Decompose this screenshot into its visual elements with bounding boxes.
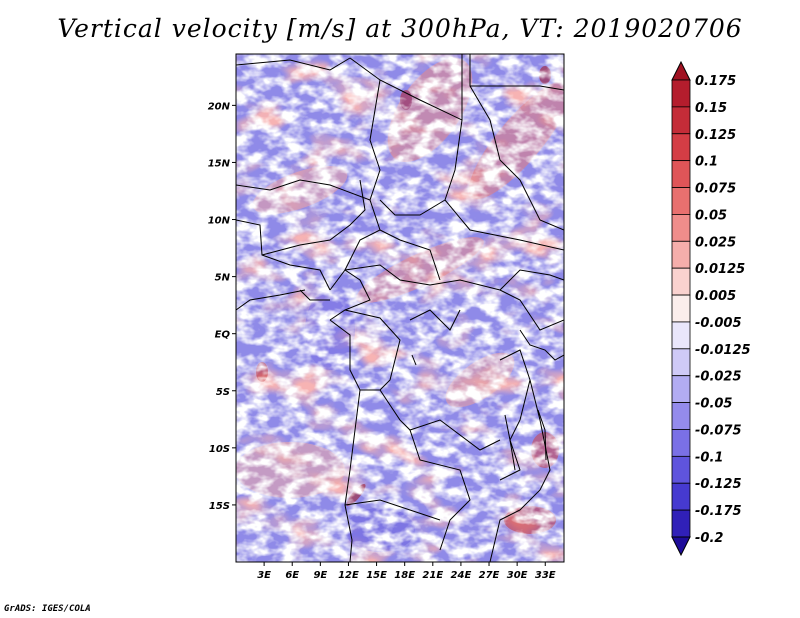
lon-tick-label: 27E xyxy=(479,570,500,581)
lat-tick-label: 15S xyxy=(209,501,230,512)
colorbar-level-label: 0.075 xyxy=(695,182,736,197)
colorbar-swatch xyxy=(671,375,691,403)
velocity-field xyxy=(236,54,564,562)
lon-tick-label: 3E xyxy=(257,570,271,581)
lon-tick-label: 18E xyxy=(394,570,415,581)
colorbar-level-label: 0.0125 xyxy=(695,262,745,277)
colorbar-level-label: -0.075 xyxy=(695,423,742,438)
colorbar-swatch xyxy=(671,348,691,377)
colorbar-level-label: -0.125 xyxy=(695,477,742,492)
colorbar-swatch xyxy=(671,429,691,457)
colorbar-swatch xyxy=(671,160,691,188)
colorbar-level-label: 0.15 xyxy=(695,101,727,116)
colorbar-swatch xyxy=(671,267,691,296)
lat-tick-label: 5N xyxy=(215,273,231,284)
colorbar-swatch xyxy=(671,455,691,484)
colorbar-swatch xyxy=(671,482,691,511)
lat-tick-label: EQ xyxy=(215,330,231,341)
colorbar-swatch xyxy=(671,294,691,323)
map-title: Vertical velocity [m/s] at 300hPa, VT: 2… xyxy=(57,14,743,43)
colorbar-level-label: -0.025 xyxy=(695,370,742,385)
colorbar-swatch xyxy=(671,214,691,242)
colorbar-swatch xyxy=(671,79,691,108)
colorbar-level-label: -0.0125 xyxy=(695,343,751,358)
colorbar-min-arrow xyxy=(671,536,691,557)
colorbar: 0.175 0.15 0.125 0.1 0.075 0.05 0.025 0.0125 0.0… xyxy=(671,60,751,557)
lon-tick-label: 6E xyxy=(285,570,299,581)
colorbar-level-label: -0.05 xyxy=(695,397,732,412)
colorbar-swatch xyxy=(671,187,691,215)
lon-tick-label: 33E xyxy=(535,570,556,581)
colorbar-swatch xyxy=(671,509,691,538)
lon-tick-label: 12E xyxy=(338,570,359,581)
map-frame xyxy=(235,53,565,563)
colorbar-level-label: 0.005 xyxy=(695,289,736,304)
colorbar-swatch xyxy=(671,106,691,135)
colorbar-level-label: -0.1 xyxy=(695,450,723,465)
lon-tick-label: 9E xyxy=(313,570,327,581)
colorbar-max-arrow xyxy=(671,60,691,81)
colorbar-level-label: -0.005 xyxy=(695,316,742,331)
lat-tick-label: 5S xyxy=(216,387,230,398)
credit-footer: GrADS: IGES/COLA xyxy=(4,604,91,614)
country-borders xyxy=(236,54,564,562)
colorbar-swatch xyxy=(671,240,691,269)
colorbar-swatch xyxy=(671,321,691,350)
colorbar-level-label: -0.2 xyxy=(695,531,723,546)
colorbar-level-label: -0.175 xyxy=(695,504,742,519)
lon-tick-label: 24E xyxy=(451,570,472,581)
colorbar-level-label: 0.05 xyxy=(695,208,727,223)
lat-tick-label: 10N xyxy=(208,216,231,227)
lon-tick-label: 21E xyxy=(422,570,443,581)
colorbar-level-label: 0.1 xyxy=(695,155,718,170)
colorbar-swatch xyxy=(671,402,691,430)
lon-tick-label: 30E xyxy=(507,570,528,581)
colorbar-level-label: 0.125 xyxy=(695,128,736,143)
colorbar-level-label: 0.175 xyxy=(695,74,736,89)
lat-tick-label: 10S xyxy=(209,444,230,455)
colorbar-swatch xyxy=(671,133,691,162)
lon-tick-label: 15E xyxy=(366,570,387,581)
lat-tick-label: 15N xyxy=(208,158,231,169)
lat-tick-label: 20N xyxy=(208,101,231,112)
latitude-axis: 20N 15N 10N 5N EQ 5S 10S 15S xyxy=(208,101,236,512)
colorbar-level-label: 0.025 xyxy=(695,235,736,250)
longitude-axis: 3E 6E 9E 12E 15E 18E 21E 24E 27E 30E 33E xyxy=(257,562,556,581)
